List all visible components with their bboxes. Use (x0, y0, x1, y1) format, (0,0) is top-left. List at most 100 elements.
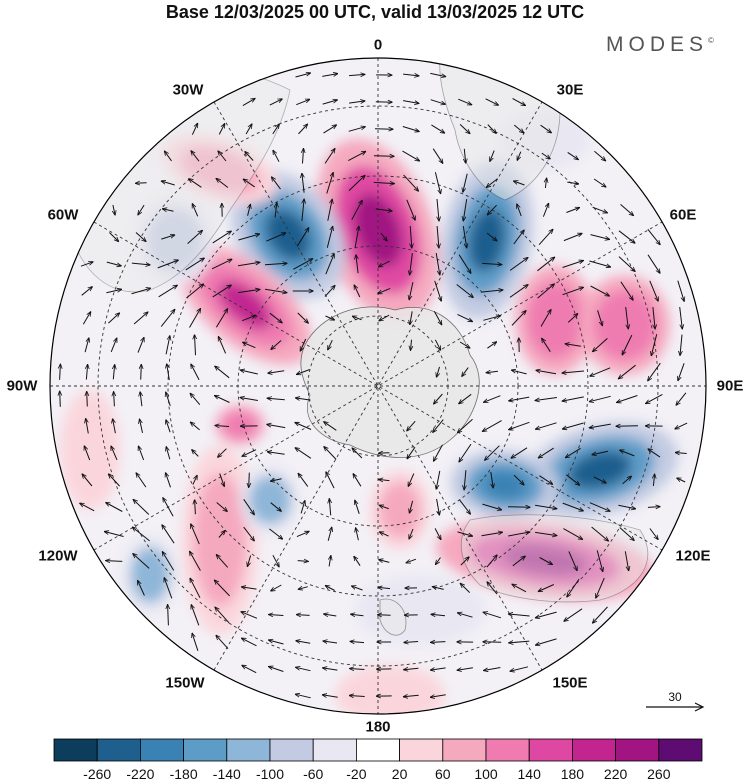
latitude-circle (167, 175, 589, 597)
meridian-line (213, 101, 543, 671)
wind-vector (324, 447, 337, 460)
antarctica-land (300, 306, 480, 458)
wind-vector (296, 615, 310, 616)
wind-vector (113, 204, 115, 215)
wind-vector (157, 260, 179, 269)
colorbar-tick-label: -20 (346, 766, 367, 782)
wind-vector (538, 584, 555, 592)
wind-vector (618, 230, 635, 243)
wind-vector (270, 502, 282, 512)
wind-vector (433, 419, 444, 433)
wind-vector (166, 420, 171, 433)
wind-vector (514, 181, 525, 186)
lon-label-150w: 150W (165, 674, 205, 692)
wind-vector (566, 208, 579, 213)
wind-vector (622, 334, 633, 355)
wind-vector (242, 587, 257, 589)
colorbar-swatch (485, 738, 530, 762)
wind-vector (189, 309, 201, 328)
wind-vector (541, 152, 550, 159)
wind-vector (86, 365, 87, 380)
colorbar-swatch (615, 738, 660, 762)
wind-vector (562, 422, 584, 429)
graticule (50, 58, 706, 714)
lon-label-150e: 150E (552, 674, 588, 692)
wind-vector (81, 287, 93, 296)
wind-vector (509, 285, 528, 298)
wind-vector (675, 422, 688, 429)
wind-vector (110, 338, 117, 353)
wind-vector (625, 307, 629, 329)
lon-label-0: 0 (373, 36, 383, 54)
wind-vector (216, 502, 228, 512)
wind-vector (215, 607, 230, 624)
wind-vector (680, 334, 682, 356)
colorbar-swatch (528, 738, 573, 762)
wind-vector (409, 500, 414, 513)
wind-vector (350, 669, 365, 670)
wind-vector (513, 230, 524, 245)
wind-vector (322, 74, 337, 77)
wind-vector (507, 507, 530, 508)
wind-vector (348, 175, 365, 191)
wind-vector (349, 101, 365, 103)
wind-vector (375, 209, 392, 211)
wind-vector (437, 198, 439, 221)
anomaly-cell (335, 665, 445, 714)
wind-vector (486, 555, 497, 568)
wind-vector (166, 473, 171, 488)
wind-vector (512, 556, 525, 567)
wind-vector (562, 287, 584, 296)
wind-vector (407, 446, 416, 459)
wind-vector (431, 124, 444, 133)
wind-vector (354, 226, 359, 248)
wind-vector (537, 284, 555, 299)
lon-label-120e: 120E (675, 547, 711, 565)
lon-label-30w: 30W (172, 81, 204, 99)
wind-vector (215, 309, 227, 328)
wind-vector (538, 229, 553, 246)
wind-vector (509, 421, 530, 429)
wind-vector (402, 126, 419, 132)
wind-vector (218, 151, 227, 162)
wind-vector (403, 100, 419, 104)
wind-vector (589, 260, 610, 267)
wind-vector (380, 232, 387, 241)
wind-vector (295, 423, 312, 430)
wind-vector (131, 288, 151, 295)
wind-vector (431, 642, 446, 643)
wind-vector (406, 558, 417, 563)
wind-vector (404, 642, 419, 643)
wind-vector (379, 479, 390, 480)
wind-vector (484, 667, 501, 671)
wind-vector (158, 285, 178, 298)
wind-vector (351, 614, 364, 616)
wind-vector (266, 233, 285, 242)
wind-vector (137, 337, 144, 353)
wind-vector (458, 613, 473, 618)
wind-vector (593, 178, 606, 187)
lon-label-60e: 60E (669, 206, 697, 224)
wind-vector (328, 339, 333, 350)
colorbar-swatch (399, 738, 444, 762)
wind-vector (106, 503, 123, 512)
wind-vector (535, 397, 557, 401)
wind-vector (511, 447, 528, 458)
wind-vector (248, 204, 251, 216)
wind-vector (247, 555, 252, 567)
colorbar-swatch (140, 738, 185, 762)
wind-vector (302, 199, 304, 221)
wind-vector (542, 203, 548, 217)
wind-vector (592, 206, 608, 213)
wind-vector (138, 446, 145, 461)
wind-vector (322, 100, 338, 105)
wind-vector (138, 581, 145, 596)
wind-vector (373, 156, 394, 157)
wind-vector (324, 614, 337, 616)
wind-vector (620, 204, 634, 215)
wind-vector (589, 423, 611, 428)
wind-vector (212, 231, 232, 244)
wind-vector (486, 178, 498, 188)
wind-vector (462, 367, 469, 377)
wind-vector (430, 668, 446, 670)
